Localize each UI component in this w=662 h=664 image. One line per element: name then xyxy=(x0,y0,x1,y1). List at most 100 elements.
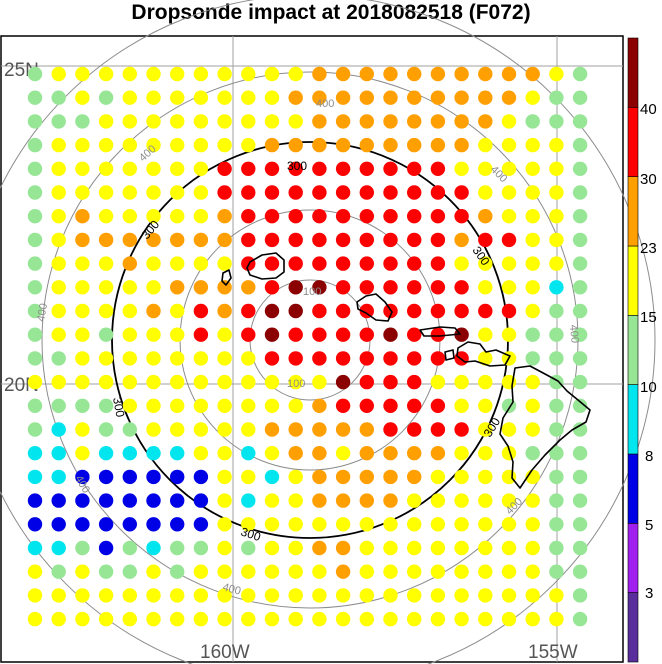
impact-dot xyxy=(383,351,398,366)
impact-dot xyxy=(122,493,137,508)
impact-dot xyxy=(122,611,137,627)
impact-dot xyxy=(549,137,564,153)
impact-dot xyxy=(549,90,564,105)
impact-dot xyxy=(407,374,422,390)
impact-dot xyxy=(288,469,303,485)
impact-dot xyxy=(430,398,446,413)
impact-dot xyxy=(501,256,517,271)
colorbar-label: 15 xyxy=(640,309,657,326)
impact-dot xyxy=(454,137,469,153)
impact-dot xyxy=(51,517,66,532)
impact-dot xyxy=(217,137,232,153)
impact-dot xyxy=(525,161,540,176)
impact-dot xyxy=(335,351,351,366)
impact-dot xyxy=(359,256,374,271)
impact-dot xyxy=(75,256,90,271)
impact-dot xyxy=(264,588,280,603)
impact-dot xyxy=(241,374,256,390)
impact-dot xyxy=(525,137,540,153)
impact-dot xyxy=(193,256,209,271)
impact-dot xyxy=(407,398,422,413)
impact-dot xyxy=(170,114,185,129)
molokai-island xyxy=(419,326,461,337)
impact-dot xyxy=(454,422,469,437)
impact-dot xyxy=(75,161,90,176)
impact-dot xyxy=(241,161,256,176)
impact-dot xyxy=(549,114,564,129)
impact-dot xyxy=(312,280,327,295)
impact-dot xyxy=(549,611,564,627)
impact-dot xyxy=(51,422,66,437)
impact-dot xyxy=(75,280,90,295)
impact-dot xyxy=(430,209,446,224)
impact-dot xyxy=(146,280,161,295)
impact-dot xyxy=(288,398,303,413)
impact-dot xyxy=(98,327,114,342)
impact-dot xyxy=(549,161,564,176)
impact-dot xyxy=(27,303,43,319)
impact-dot xyxy=(193,493,209,508)
ring-label: 300 xyxy=(287,159,307,173)
impact-dot xyxy=(525,611,540,627)
impact-dot xyxy=(430,493,446,508)
impact-dot xyxy=(525,493,540,508)
impact-dot xyxy=(122,209,137,224)
impact-dot xyxy=(335,564,351,579)
ring-label: 400 xyxy=(221,581,242,597)
impact-dot xyxy=(572,374,588,390)
impact-dot xyxy=(193,161,209,176)
impact-dot xyxy=(335,280,351,295)
impact-dot xyxy=(501,398,517,413)
impact-dot xyxy=(75,469,90,485)
impact-dot xyxy=(549,66,564,82)
impact-dot xyxy=(241,137,256,153)
impact-dot xyxy=(572,209,588,224)
impact-dot xyxy=(75,137,90,153)
kauai-island xyxy=(246,252,285,280)
impact-dot xyxy=(264,564,280,579)
impact-dot xyxy=(359,232,374,248)
impact-dot xyxy=(122,327,137,342)
impact-dot xyxy=(122,90,137,105)
impact-dot xyxy=(312,185,327,200)
impact-dot xyxy=(454,446,469,461)
impact-dot xyxy=(146,161,161,176)
impact-dot xyxy=(146,611,161,627)
impact-dot xyxy=(454,280,469,295)
lon-label-160w: 160W xyxy=(200,642,250,663)
impact-dot xyxy=(501,588,517,603)
impact-dot xyxy=(383,137,398,153)
impact-dot xyxy=(383,90,398,105)
impact-dot xyxy=(478,493,493,508)
impact-dot xyxy=(241,232,256,248)
impact-dot xyxy=(525,90,540,105)
impact-dot xyxy=(501,422,517,437)
impact-dot xyxy=(288,114,303,129)
impact-dot xyxy=(430,303,446,319)
impact-dot xyxy=(51,469,66,485)
impact-dot xyxy=(454,232,469,248)
impact-dot xyxy=(217,564,232,579)
impact-dot xyxy=(98,66,114,82)
impact-dot xyxy=(288,374,303,390)
impact-dot xyxy=(241,327,256,342)
colorbar-segment xyxy=(627,384,639,455)
impact-dot xyxy=(549,327,564,342)
impact-dot xyxy=(407,540,422,556)
impact-dot xyxy=(217,303,232,319)
impact-dot xyxy=(98,446,114,461)
impact-dot xyxy=(122,422,137,437)
impact-dot xyxy=(525,185,540,200)
impact-dot xyxy=(217,161,232,176)
impact-dot xyxy=(98,469,114,485)
impact-dot xyxy=(193,540,209,556)
impact-dot xyxy=(525,446,540,461)
impact-dot xyxy=(335,493,351,508)
impact-dot xyxy=(193,327,209,342)
impact-dot xyxy=(193,232,209,248)
impact-dot xyxy=(359,422,374,437)
impact-dot xyxy=(501,540,517,556)
impact-dot xyxy=(572,517,588,532)
impact-dot xyxy=(241,540,256,556)
impact-dot xyxy=(335,422,351,437)
